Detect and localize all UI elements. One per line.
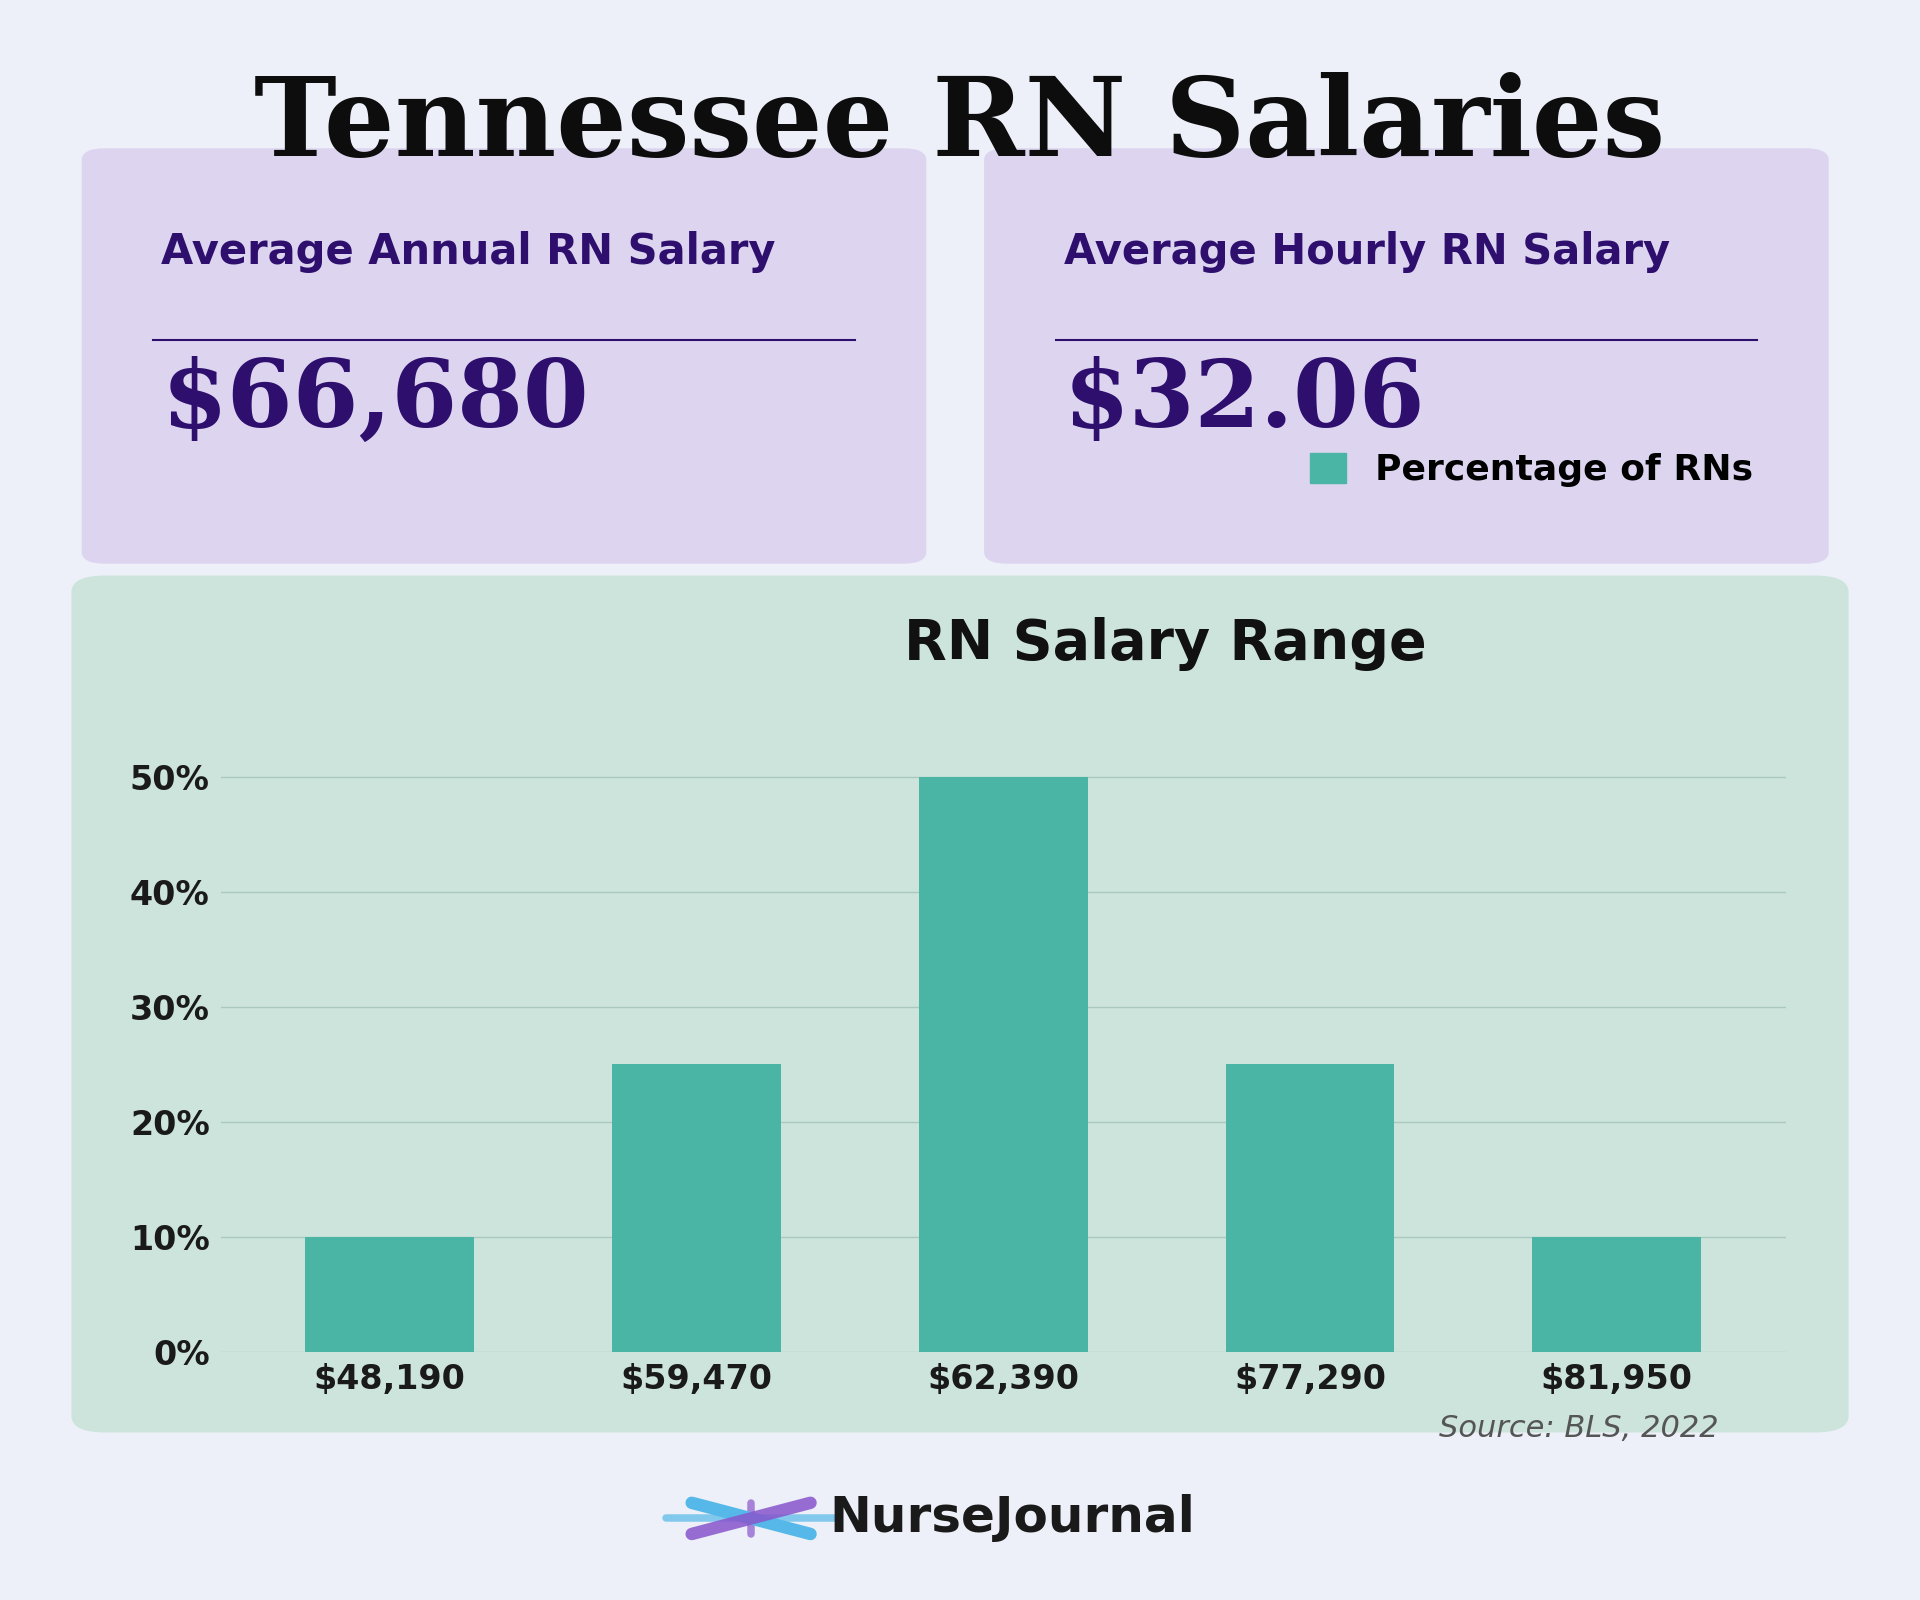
Text: RN Salary Range: RN Salary Range [904, 616, 1427, 670]
FancyBboxPatch shape [985, 149, 1828, 563]
FancyBboxPatch shape [83, 149, 925, 563]
Bar [1532, 1237, 1701, 1352]
FancyBboxPatch shape [71, 576, 1849, 1432]
Legend: Percentage of RNs: Percentage of RNs [1296, 438, 1768, 502]
Text: Average Annual RN Salary: Average Annual RN Salary [161, 230, 776, 272]
Text: $66,680: $66,680 [161, 357, 589, 446]
Bar [305, 1237, 474, 1352]
Text: NurseJournal: NurseJournal [829, 1494, 1196, 1542]
Text: Source: BLS, 2022: Source: BLS, 2022 [1438, 1414, 1718, 1443]
Text: Tennessee RN Salaries: Tennessee RN Salaries [255, 72, 1665, 179]
Text: Average Hourly RN Salary: Average Hourly RN Salary [1064, 230, 1670, 272]
Bar [612, 1064, 781, 1352]
Text: $32.06: $32.06 [1064, 357, 1425, 446]
Bar [920, 776, 1087, 1352]
Bar [1225, 1064, 1394, 1352]
